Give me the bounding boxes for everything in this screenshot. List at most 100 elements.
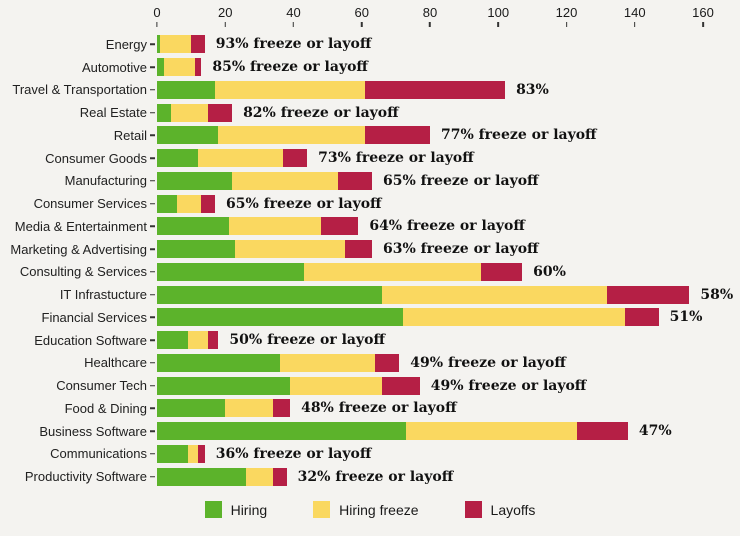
- x-axis-tick-label: 140: [623, 5, 646, 20]
- category-label: Retail: [113, 127, 147, 143]
- legend-item-hiring: Hiring: [204, 501, 268, 518]
- stacked-bar: [157, 58, 202, 77]
- y-axis-tick-mark: [150, 111, 155, 114]
- x-axis-tick-mark: [429, 22, 431, 27]
- bar-segment-hiring-freeze: [163, 58, 195, 77]
- legend-item-hiring-freeze: Hiring freeze: [313, 501, 419, 518]
- bar-segment-hiring: [157, 444, 188, 463]
- x-axis-tick: 40: [286, 5, 301, 27]
- category-label: Consumer Services: [33, 196, 147, 212]
- bar-row: Consumer Goods 73% freeze or layoff: [0, 147, 740, 170]
- bar-segment-hiring: [157, 149, 198, 168]
- legend-label-hiring: Hiring: [230, 501, 268, 518]
- x-axis-tick-label: 80: [422, 5, 438, 20]
- x-axis-tick-mark: [292, 22, 295, 27]
- bar-segment-hiring: [157, 240, 236, 259]
- x-axis-tick: 80: [423, 5, 437, 27]
- bar-annotation: 48% freeze or layoff: [301, 400, 457, 417]
- category-label: Education Software: [34, 332, 147, 348]
- x-axis-tick-label: 60: [354, 5, 369, 20]
- category-label: Productivity Software: [24, 469, 147, 485]
- bar-row: Retail 77% freeze or layoff: [0, 124, 740, 147]
- bar-segment-hiring-freeze: [218, 126, 366, 145]
- category-label: Travel & Transportation: [12, 82, 147, 98]
- bar-segment-hiring-freeze: [160, 35, 192, 54]
- bar-segment-hiring: [157, 58, 164, 77]
- stacked-bar: [157, 80, 506, 99]
- bar-row: Marketing & Advertising 63% freeze or lay…: [0, 238, 740, 261]
- layoffs-swatch-icon: [464, 501, 482, 518]
- bar-segment-hiring: [157, 308, 403, 327]
- bar-annotation: 65% freeze or layoff: [226, 195, 382, 212]
- x-axis: 0 20 40 60 80 100 120 140 160: [0, 0, 740, 32]
- bar-segment-layoffs: [365, 80, 506, 99]
- x-axis-tick-label: 20: [218, 5, 233, 20]
- bar-segment-hiring-freeze: [279, 353, 376, 372]
- bar-segment-hiring: [157, 331, 188, 350]
- bar-segment-layoffs: [201, 194, 215, 213]
- y-axis-tick-mark: [150, 475, 155, 478]
- bar-segment-hiring-freeze: [245, 467, 274, 486]
- bar-row: Manufacturing 65% freeze or layoff: [0, 170, 740, 193]
- stacked-bar: [157, 422, 628, 441]
- legend-label-layoffs: Layoffs: [490, 501, 536, 518]
- bar-segment-layoffs: [344, 240, 372, 259]
- bar-segment-hiring-freeze: [225, 399, 274, 418]
- y-axis-tick-mark: [150, 66, 155, 68]
- bar-segment-hiring: [157, 262, 304, 281]
- bar-row: Energy 93% freeze or layoff: [0, 33, 740, 56]
- bar-row: Automotive 85% freeze or layoff: [0, 56, 740, 79]
- bar-segment-hiring-freeze: [406, 422, 577, 441]
- category-label: Financial Services: [41, 309, 148, 325]
- y-axis-tick-mark: [150, 248, 155, 250]
- x-axis-tick: 160: [692, 5, 714, 27]
- bar-annotation: 32% freeze or layoff: [297, 468, 454, 485]
- category-label: Communications: [50, 446, 147, 462]
- stacked-bar: [157, 149, 308, 168]
- legend-label-hiring-freeze: Hiring freeze: [339, 501, 419, 518]
- bar-row: Healthcare 49% freeze or layoff: [0, 352, 740, 375]
- bar-segment-hiring-freeze: [177, 194, 202, 213]
- x-axis-tick: 20: [218, 5, 232, 27]
- category-label: Consumer Goods: [45, 150, 147, 166]
- x-axis-tick: 0: [153, 5, 161, 27]
- stacked-bar: [157, 240, 372, 259]
- bar-segment-hiring: [157, 103, 171, 122]
- bar-row: Consulting & Services 60%: [0, 261, 740, 284]
- hiring-swatch-icon: [204, 501, 222, 518]
- bar-segment-hiring-freeze: [170, 103, 209, 122]
- y-axis-tick-mark: [150, 384, 155, 387]
- bar-segment-layoffs: [283, 149, 308, 168]
- y-axis-tick-mark: [150, 134, 155, 137]
- bar-segment-layoffs: [375, 353, 400, 372]
- bar-row: Travel & Transportation 83%: [0, 79, 740, 102]
- bar-segment-hiring: [157, 467, 246, 486]
- bar-annotation: 49% freeze or layoff: [410, 354, 566, 371]
- bar-segment-layoffs: [320, 217, 359, 236]
- bar-annotation: 82% freeze or layoff: [243, 104, 399, 121]
- bar-annotation: 85% freeze or layoff: [212, 59, 368, 76]
- bar-segment-hiring-freeze: [235, 240, 345, 259]
- stacked-bar: [157, 35, 205, 54]
- bar-row: Media & Entertainment 64% freeze or layof…: [0, 215, 740, 238]
- bar-segment-layoffs: [607, 285, 690, 304]
- x-axis-tick-mark: [156, 22, 158, 27]
- x-axis-tick-label: 0: [153, 5, 161, 20]
- legend-item-layoffs: Layoffs: [464, 501, 536, 518]
- bar-row: Real Estate 82% freeze or layoff: [0, 101, 740, 124]
- bar-segment-hiring: [157, 171, 233, 190]
- bar-annotation: 60%: [533, 263, 566, 280]
- stacked-bar: [157, 331, 219, 350]
- stacked-bar: [157, 444, 205, 463]
- bar-annotation: 51%: [669, 309, 703, 326]
- x-axis-tick-mark: [361, 22, 363, 27]
- bar-annotation: 77% freeze or layoff: [441, 127, 597, 144]
- bar-row: Food & Dining 48% freeze or layoff: [0, 397, 740, 420]
- bar-row: Education Software 50% freeze or layoff: [0, 329, 740, 352]
- bar-segment-layoffs: [337, 171, 372, 190]
- y-axis-tick-mark: [150, 293, 155, 296]
- category-label: Marketing & Advertising: [10, 241, 147, 257]
- y-axis-tick-mark: [150, 316, 155, 319]
- stacked-bar: [157, 262, 523, 281]
